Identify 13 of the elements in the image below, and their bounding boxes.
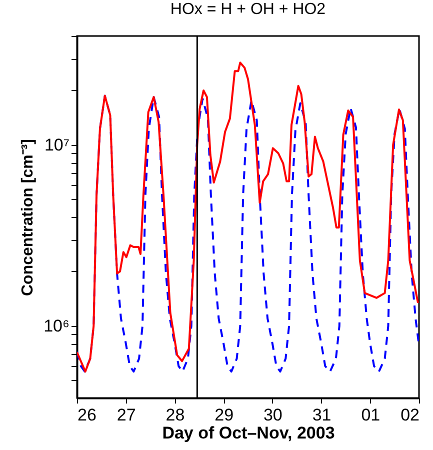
y-axis-title: Concentration [cm⁻³] xyxy=(20,139,37,296)
x-tick-label: 28 xyxy=(166,406,185,424)
x-tick-label: 27 xyxy=(116,406,136,424)
x-tick-label: 02 xyxy=(400,406,420,424)
chart-title: HOx = H + OH + HO2 xyxy=(170,1,326,18)
x-tick-label: 30 xyxy=(263,406,282,424)
x-tick-label: 31 xyxy=(312,406,332,424)
y-tick-label: 10⁶ xyxy=(44,316,70,336)
y-tick-label: 10⁷ xyxy=(44,135,70,154)
x-tick-label: 26 xyxy=(78,406,96,424)
x-tick-label: 01 xyxy=(361,406,380,424)
x-axis-title: Day of Oct–Nov, 2003 xyxy=(162,424,335,442)
x-tick-label: 29 xyxy=(214,406,234,424)
